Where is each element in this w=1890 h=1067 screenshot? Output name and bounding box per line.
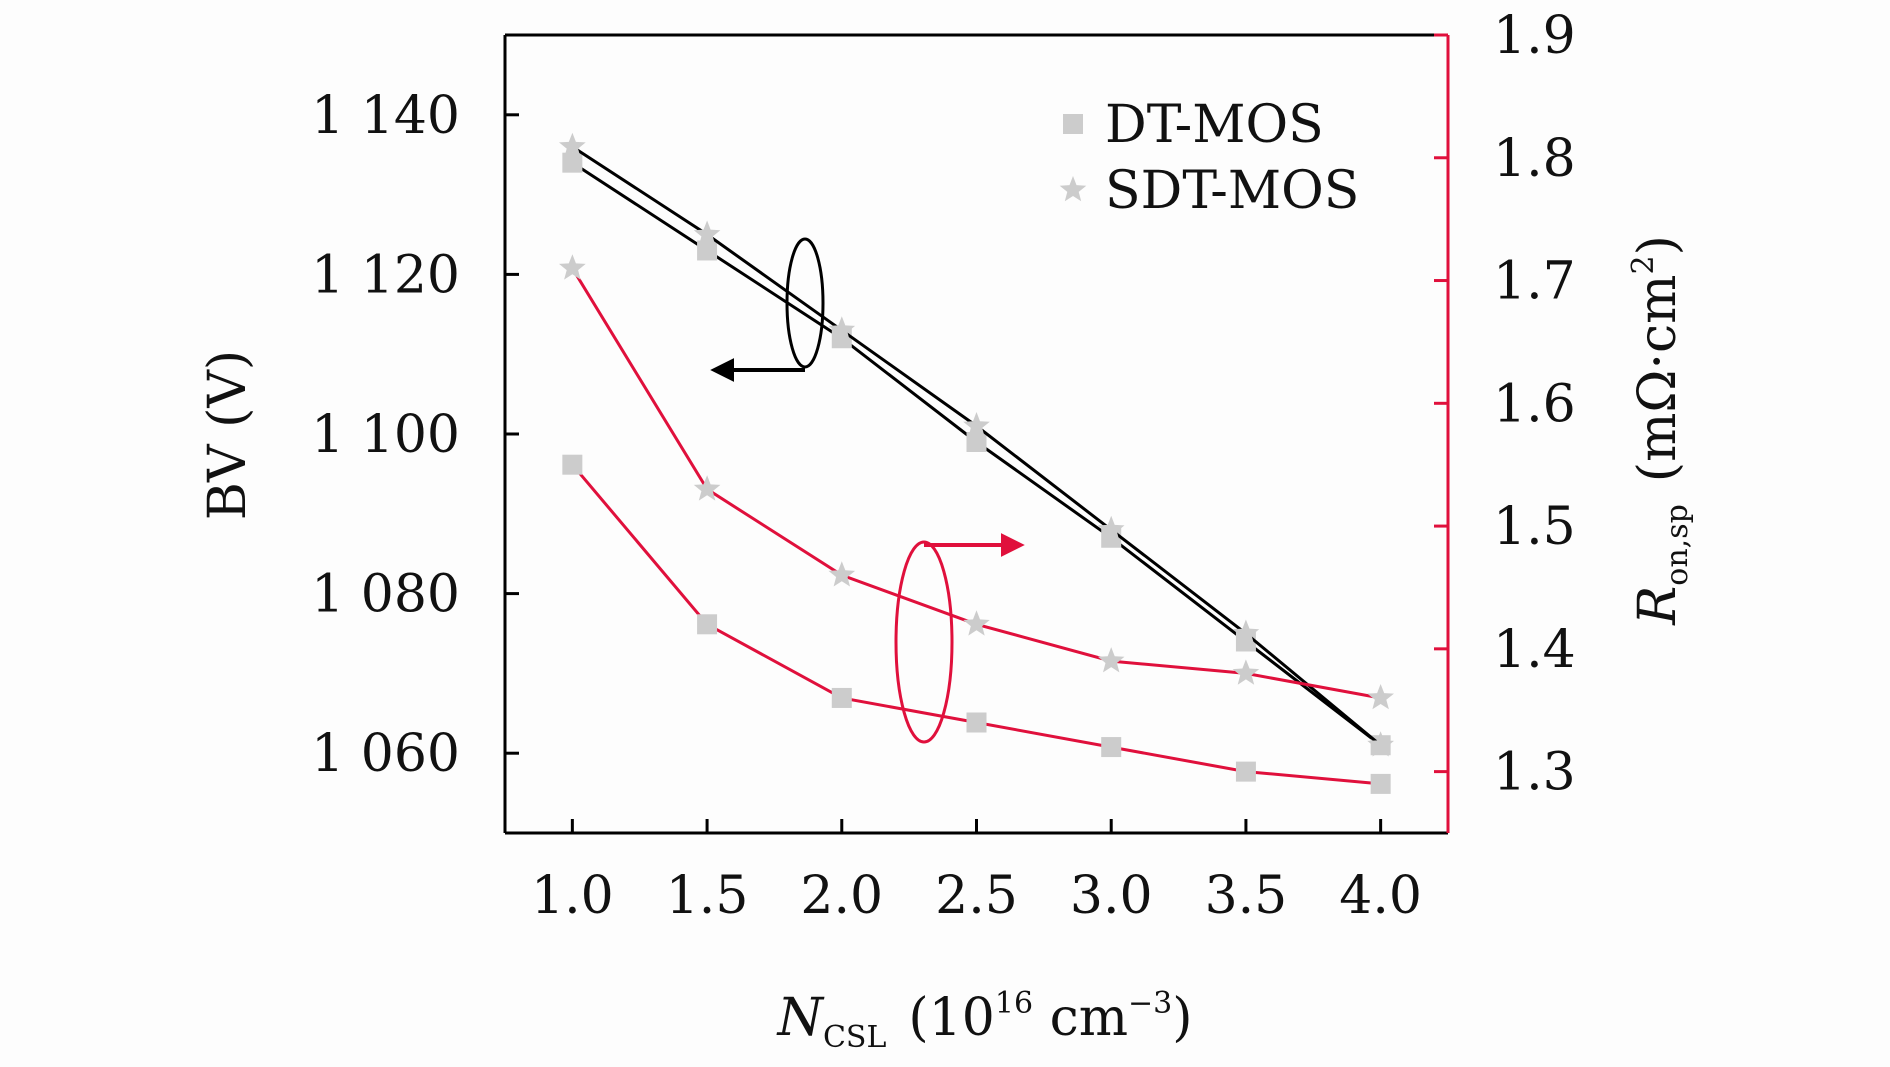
x-tick-label: 2.0 xyxy=(800,866,883,926)
left-y-axis-title: BV (V) xyxy=(198,350,258,520)
left-y-tick-label: 1 080 xyxy=(311,565,460,625)
left-y-tick-label: 1 120 xyxy=(311,245,460,305)
right-y-title-main: R xyxy=(1628,586,1688,626)
x-title-unit-open: (10 xyxy=(908,988,994,1048)
x-title-sub: CSL xyxy=(823,1020,887,1055)
x-tick-label: 3.0 xyxy=(1070,866,1153,926)
right-y-tick-label: 1.9 xyxy=(1493,6,1576,66)
x-axis-title: NCSL (1016 cm−3) xyxy=(775,986,1192,1055)
series-sdt-mos-right xyxy=(559,254,1394,710)
right-y-title-unit: (mΩ·cm xyxy=(1628,275,1688,483)
legend: DT-MOS SDT-MOS xyxy=(1059,95,1359,221)
legend-star-icon xyxy=(1059,176,1087,202)
series-sdt-mos-left xyxy=(559,132,1394,757)
legend-label-sdt-mos: SDT-MOS xyxy=(1105,161,1359,221)
x-tick-label: 1.0 xyxy=(531,866,614,926)
series-line xyxy=(571,267,1381,700)
data-point-square xyxy=(1101,737,1122,758)
right-y-tick-label: 1.3 xyxy=(1493,743,1576,803)
right-group-ellipse xyxy=(894,540,954,744)
data-point-star xyxy=(1367,731,1394,757)
data-point-star xyxy=(1232,659,1260,685)
x-tick-label: 2.5 xyxy=(935,866,1018,926)
data-point-square xyxy=(966,712,987,733)
right-y-axis-ticks: 1.3 1.4 1.5 1.6 1.7 1.8 1.9 xyxy=(1434,6,1576,803)
x-tick-label: 3.5 xyxy=(1205,866,1288,926)
data-point-square xyxy=(1235,761,1256,782)
right-y-title-unit-sup: 2 xyxy=(1626,255,1661,274)
data-point-star xyxy=(828,316,856,342)
right-y-title-sub: on,sp xyxy=(1660,504,1695,586)
data-point-star xyxy=(1097,647,1125,673)
data-point-square xyxy=(697,240,718,261)
data-point-star xyxy=(1232,619,1260,645)
left-y-axis-ticks: 1 060 1 080 1 100 1 120 1 140 xyxy=(311,86,519,784)
right-y-tick-label: 1.5 xyxy=(1493,497,1576,557)
data-point-square xyxy=(1370,773,1391,794)
x-tick-label: 4.0 xyxy=(1339,866,1422,926)
right-y-tick-label: 1.4 xyxy=(1493,620,1576,680)
left-axis-indicator xyxy=(710,237,825,382)
series-layer xyxy=(559,132,1394,794)
x-title-unit-close: ) xyxy=(1172,988,1192,1048)
data-point-square xyxy=(831,687,852,708)
left-y-tick-label: 1 100 xyxy=(311,405,460,465)
series-dt-mos-right xyxy=(562,454,1391,794)
left-y-tick-label: 1 060 xyxy=(311,724,460,784)
data-point-star xyxy=(559,254,586,280)
legend-label-dt-mos: DT-MOS xyxy=(1105,95,1324,155)
legend-star-marker xyxy=(1059,176,1087,202)
legend-square-icon xyxy=(1063,114,1083,134)
data-point-star xyxy=(828,561,856,587)
x-title-unit-sup2: −3 xyxy=(1128,986,1172,1021)
data-point-square xyxy=(966,431,987,452)
legend-square-marker xyxy=(1063,114,1083,134)
right-y-tick-label: 1.7 xyxy=(1493,252,1576,312)
data-point-star xyxy=(963,610,990,636)
data-point-square xyxy=(562,454,583,475)
x-title-unit-mid: cm xyxy=(1033,988,1128,1048)
x-axis-ticks: 1.0 1.5 2.0 2.5 3.0 3.5 4.0 xyxy=(531,819,1422,926)
series-line xyxy=(571,161,1382,747)
x-title-main: N xyxy=(775,988,824,1048)
data-point-star xyxy=(1097,515,1125,542)
data-point-star xyxy=(1367,684,1394,710)
x-title-unit-sup: 16 xyxy=(995,986,1033,1021)
right-y-axis-title: Ron,sp (mΩ·cm2) xyxy=(1626,235,1695,626)
right-y-tick-label: 1.6 xyxy=(1493,374,1576,434)
left-y-tick-label: 1 140 xyxy=(311,86,460,146)
data-point-star xyxy=(693,220,721,246)
right-axis-indicator xyxy=(894,533,1025,744)
left-group-ellipse xyxy=(785,237,825,369)
right-y-tick-label: 1.8 xyxy=(1493,129,1576,189)
data-point-square xyxy=(697,614,718,635)
series-dt-mos-left xyxy=(562,152,1391,756)
data-point-star xyxy=(963,412,990,438)
right-y-title-unit-close: ) xyxy=(1628,235,1688,255)
data-point-square xyxy=(562,152,583,173)
data-point-star xyxy=(693,475,721,501)
data-point-star xyxy=(559,132,586,158)
x-tick-label: 1.5 xyxy=(666,866,749,926)
